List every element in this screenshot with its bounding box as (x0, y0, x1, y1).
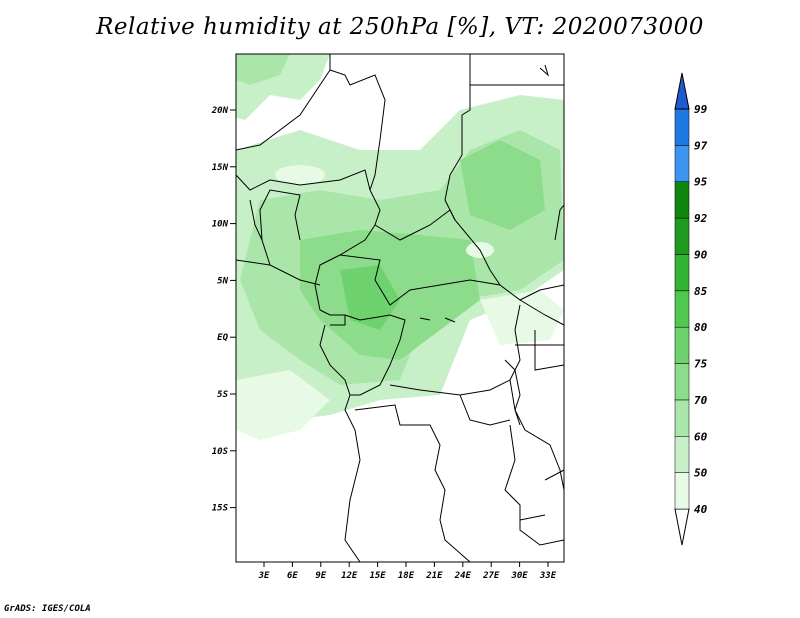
lat-label: 5N (217, 276, 228, 286)
colorbar-segment (674, 399, 690, 437)
map-title: Relative humidity at 250hPa [%], VT: 202… (96, 14, 704, 40)
colorbar-label: 90 (694, 248, 708, 261)
colorbar-label: 85 (694, 285, 708, 298)
colorbar-segment (674, 436, 690, 473)
colorbar-segment (674, 326, 690, 364)
colorbar-label: 60 (694, 430, 708, 443)
colorbar-label: 50 (694, 467, 708, 480)
longitude-axis: 3E 6E 9E 12E 15E 18E 21E 24E 27E 30E 33E (258, 562, 557, 581)
latitude-axis: 20N 15N 10N 5N EQ 5S 10S 15S (211, 106, 236, 514)
colorbar-label: 99 (694, 103, 708, 116)
colorbar-label: 70 (694, 394, 708, 407)
lon-label: 12E (341, 571, 358, 581)
colorbar: 40 50 60 70 75 80 85 90 92 95 97 99 (674, 72, 708, 546)
colorbar-segment (674, 472, 690, 510)
lat-label: 15S (212, 504, 229, 514)
colorbar-segment (674, 181, 690, 219)
lon-label: 3E (258, 571, 270, 581)
lat-label: 10S (212, 447, 229, 457)
colorbar-label: 75 (694, 358, 708, 371)
lon-label: 15E (369, 571, 386, 581)
lon-label: 21E (425, 571, 443, 581)
lon-label: 6E (287, 571, 298, 581)
colorbar-low-arrow (674, 508, 690, 546)
lat-label: EQ (217, 333, 228, 343)
lat-label: 10N (212, 220, 229, 230)
lon-label: 27E (482, 571, 500, 581)
colorbar-segment (674, 108, 690, 146)
colorbar-segment (674, 145, 690, 182)
colorbar-high-arrow (674, 72, 690, 110)
colorbar-label: 40 (694, 503, 708, 516)
colorbar-segment (674, 363, 690, 401)
colorbar-label: 92 (694, 212, 708, 225)
lon-label: 33E (539, 571, 557, 581)
colorbar-label: 95 (694, 176, 708, 189)
colorbar-label: 97 (694, 139, 708, 152)
lon-label: 18E (398, 571, 415, 581)
grads-credit: GrADS: IGES/COLA (4, 604, 91, 614)
lat-label: 20N (211, 106, 229, 116)
lat-label: 15N (212, 163, 229, 173)
lon-label: 9E (315, 571, 326, 581)
colorbar-segment (674, 290, 690, 328)
lat-label: 5S (217, 390, 228, 400)
lon-label: 24E (454, 571, 472, 581)
country-borders (236, 54, 564, 562)
colorbar-segment (674, 254, 690, 292)
map-frame (235, 53, 565, 563)
colorbar-label: 80 (694, 321, 708, 334)
lon-label: 30E (510, 571, 528, 581)
colorbar-segment (674, 217, 690, 255)
humidity-field (236, 54, 564, 562)
